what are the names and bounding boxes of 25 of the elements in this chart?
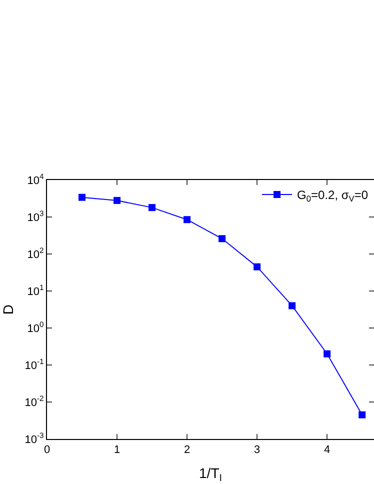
point [288, 302, 296, 310]
point [184, 216, 191, 224]
point [114, 196, 121, 204]
point [254, 263, 261, 270]
y-tick-label: 10$^{2}$ [27, 246, 44, 261]
point [358, 411, 366, 418]
x-tick-label: 1 [114, 444, 120, 456]
point [324, 350, 331, 358]
point [78, 194, 86, 201]
y-tick-label: 10$^{1}$ [27, 283, 44, 298]
legend-label: G$_{0}$=0.2, σ$_{V}$=0 [297, 188, 368, 204]
point [218, 235, 226, 242]
y-tick-label: 10$^{0}$ [27, 320, 44, 335]
x-tick-label: 2 [184, 444, 190, 456]
x-tick-label: 0 [44, 444, 50, 456]
x-axis-title: 1/T$_{I}$ [199, 465, 222, 484]
y-tick-label: 10$^{-2}$ [24, 394, 44, 409]
y-axis-title: D [0, 304, 16, 315]
y-tick-label: 10$^{-3}$ [24, 431, 44, 446]
x-tick-label: 3 [254, 444, 260, 456]
y-tick-label: 10$^{4}$ [27, 172, 45, 187]
y-tick-label: 10$^{3}$ [27, 209, 44, 224]
x-tick-label: 4 [324, 444, 330, 456]
point [148, 204, 156, 212]
y-tick-label: 10$^{-1}$ [24, 357, 44, 372]
